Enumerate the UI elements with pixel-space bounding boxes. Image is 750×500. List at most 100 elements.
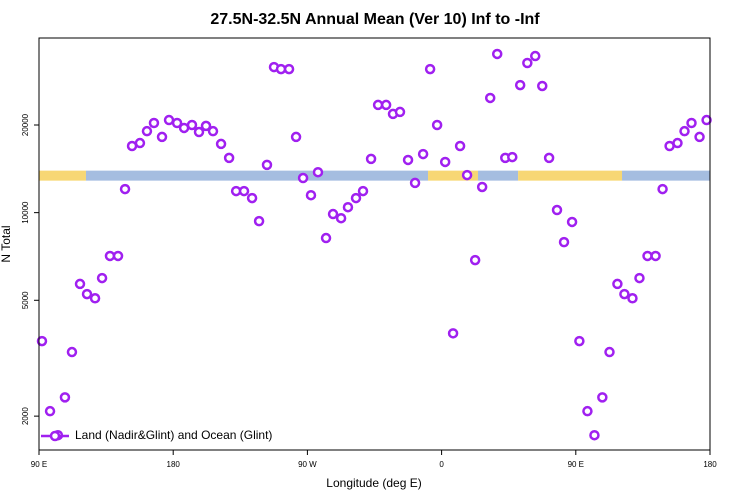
data-point (529, 50, 541, 62)
data-point (619, 288, 630, 300)
data-point (156, 131, 168, 143)
data-point (215, 138, 227, 150)
y-tick-label: 10000 (21, 201, 30, 224)
data-point (491, 48, 503, 60)
y-tick-label: 5000 (21, 291, 30, 309)
surface-band (39, 170, 86, 181)
data-point (657, 183, 668, 195)
x-tick-label: 90 E (31, 460, 47, 469)
data-point (650, 250, 661, 262)
data-point (372, 99, 384, 111)
data-point (447, 328, 459, 339)
data-point (186, 119, 198, 131)
data-point (431, 119, 443, 131)
data-point (642, 250, 653, 262)
data-point (589, 429, 600, 441)
data-point (461, 169, 473, 181)
data-point (305, 189, 317, 201)
data-point (238, 185, 250, 197)
data-point (476, 181, 488, 193)
data-point (672, 137, 683, 149)
data-point (59, 392, 71, 403)
data-point (320, 232, 332, 244)
x-axis-label: Longitude (deg E) (326, 476, 421, 490)
data-point (454, 140, 466, 152)
legend-marker (49, 430, 61, 442)
data-point (112, 250, 124, 262)
data-point (134, 137, 146, 149)
data-point (200, 120, 212, 132)
data-point (163, 114, 175, 126)
data-point (627, 293, 638, 304)
data-point (394, 106, 406, 118)
data-point (74, 278, 86, 290)
data-point (297, 172, 309, 184)
data-point (514, 79, 526, 91)
data-point (261, 159, 273, 171)
x-tick-label: 180 (167, 460, 181, 469)
data-point (36, 335, 48, 347)
chart-title: 27.5N-32.5N Annual Mean (Ver 10) Inf to … (210, 11, 540, 28)
data-point (417, 148, 429, 160)
data-point (522, 57, 533, 69)
data-point (484, 92, 496, 104)
surface-band (428, 170, 478, 181)
data-point (141, 125, 153, 137)
y-tick-label: 20000 (21, 113, 30, 136)
data-point (342, 201, 354, 213)
data-point (350, 192, 362, 204)
data-point (679, 125, 690, 137)
data-point (66, 346, 78, 358)
data-point (558, 236, 570, 248)
data-point (582, 405, 593, 417)
data-point (402, 154, 414, 166)
x-tick-label: 90 E (568, 460, 584, 469)
data-point (171, 117, 183, 129)
data-point (89, 293, 101, 304)
surface-band (518, 170, 623, 181)
data-point (551, 204, 563, 216)
data-point (604, 346, 615, 358)
surface-band (85, 170, 429, 181)
data-point (694, 131, 705, 143)
data-point (148, 117, 160, 129)
data-point (246, 192, 258, 204)
data-point (566, 216, 578, 228)
x-tick-label: 90 W (298, 460, 317, 469)
data-point (439, 156, 451, 168)
plot-frame (38, 37, 711, 451)
y-tick-label: 2000 (21, 407, 30, 425)
data-point (537, 80, 548, 92)
data-point (634, 272, 645, 284)
data-point (44, 405, 56, 417)
data-point (104, 250, 116, 262)
data-point (119, 183, 131, 195)
data-point (469, 254, 481, 266)
legend-label: Land (Nadir&Glint) and Ocean (Glint) (75, 428, 272, 442)
data-point (357, 185, 369, 197)
data-point (275, 63, 287, 75)
data-point (409, 177, 421, 189)
surface-band (477, 170, 519, 181)
data-point (81, 288, 93, 300)
x-tick-label: 180 (703, 460, 717, 469)
data-point (193, 126, 205, 138)
y-axis-label: N Total (0, 225, 13, 262)
data-point (96, 272, 108, 284)
data-point (207, 125, 219, 137)
data-point (686, 117, 697, 129)
data-point (283, 63, 295, 75)
surface-band (622, 170, 710, 181)
data-point (380, 99, 392, 111)
data-point (507, 151, 518, 163)
data-point (612, 278, 623, 290)
data-point (327, 208, 339, 220)
data-point (335, 212, 347, 224)
data-point (543, 152, 555, 164)
data-point (312, 166, 324, 178)
data-point (253, 215, 265, 227)
data-point (574, 335, 585, 347)
x-tick-label: 0 (439, 460, 444, 469)
data-point (597, 392, 608, 403)
